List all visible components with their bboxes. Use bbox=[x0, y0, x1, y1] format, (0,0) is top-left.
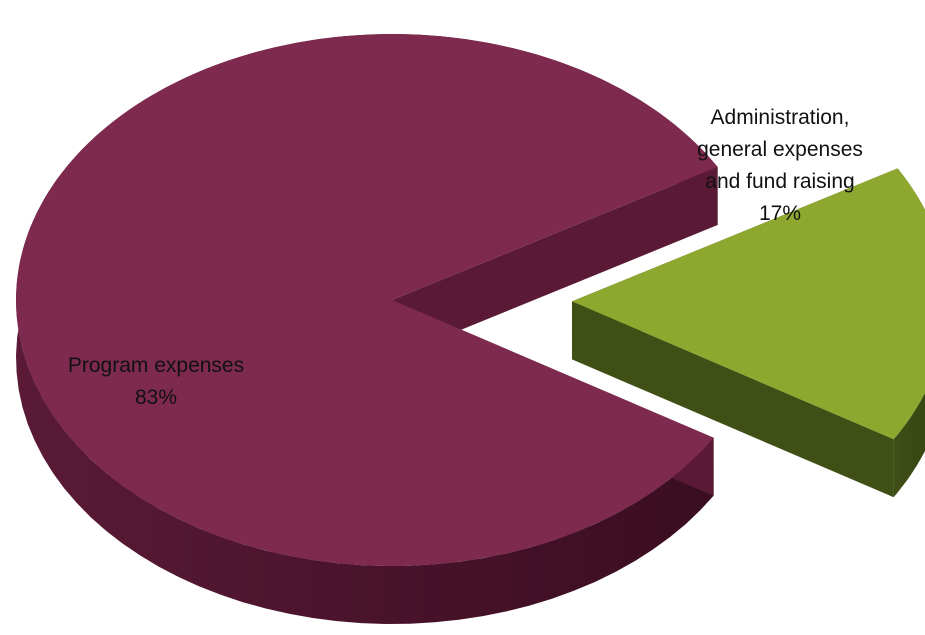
slice-label-program-expenses: Program expenses 83% bbox=[22, 350, 290, 414]
slice-label-administration: Administration, general expenses and fun… bbox=[640, 102, 920, 230]
pie-slice-1 bbox=[571, 168, 925, 498]
slice-value-label: 17% bbox=[758, 202, 802, 225]
slice-label-line: general expenses bbox=[697, 138, 863, 161]
pie-slice-cut-face bbox=[571, 301, 894, 498]
pie-slice-top bbox=[571, 168, 925, 440]
pie-slice-0 bbox=[15, 33, 718, 624]
pie-slice-top bbox=[15, 33, 718, 566]
slice-label-line: and fund raising bbox=[705, 170, 855, 193]
slice-value-label: 83% bbox=[134, 386, 178, 409]
slice-label-line: Administration, bbox=[710, 106, 850, 129]
pie-slice-cut-face bbox=[392, 167, 718, 358]
slice-label-line: Program expenses bbox=[67, 354, 245, 377]
